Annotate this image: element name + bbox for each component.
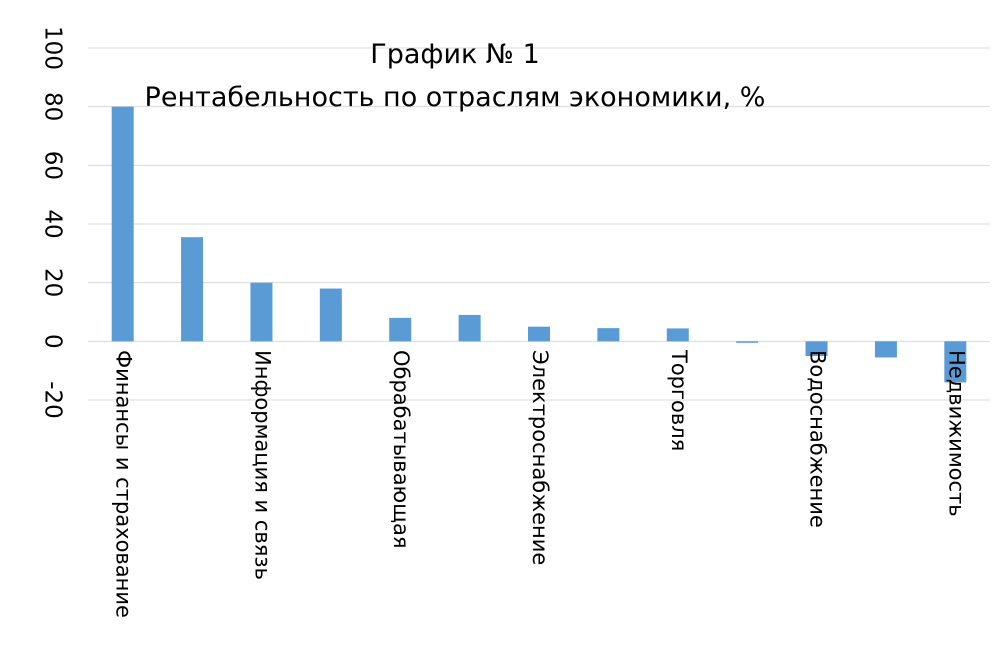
bar [181, 237, 204, 342]
x-tick-label: Торговля [667, 349, 691, 451]
bar [250, 282, 273, 342]
bar [666, 328, 689, 342]
y-tick-label: 20 [40, 268, 66, 297]
bar [111, 106, 134, 342]
y-tick-label: 0 [40, 334, 66, 349]
x-tick-label: Недвижимость [944, 350, 968, 517]
x-tick-label: Финансы и страхование [112, 350, 136, 618]
chart-subtitle: Рентабельность по отраслям экономики, % [145, 82, 766, 113]
bar [458, 314, 481, 342]
chart-title: График № 1 [370, 39, 540, 70]
y-tick-label: 80 [40, 92, 66, 121]
bar [736, 341, 759, 343]
bar [874, 341, 897, 358]
bar [597, 328, 620, 342]
y-tick-label: 40 [40, 209, 66, 238]
x-tick-label: Водоснабжение [806, 350, 830, 528]
x-tick-label: Обрабатывающая [389, 350, 413, 549]
y-tick-label: -20 [40, 381, 66, 419]
bar [805, 341, 828, 356]
bar [528, 326, 550, 342]
y-tick-label: 100 [40, 26, 66, 70]
x-tick-label: Информация и связь [250, 350, 274, 580]
y-tick-label: 60 [40, 151, 66, 180]
bar [389, 317, 412, 342]
x-tick-label: Электроснабжение [528, 350, 552, 565]
bar [944, 341, 967, 383]
bar [319, 288, 342, 342]
